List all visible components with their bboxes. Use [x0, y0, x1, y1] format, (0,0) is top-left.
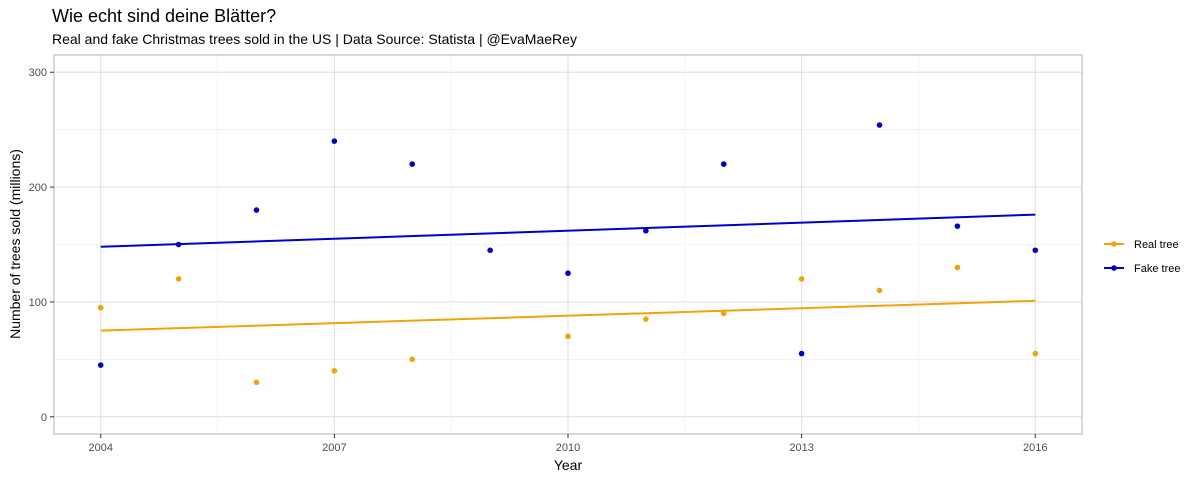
real-tree-point [798, 276, 805, 282]
legend-key-point [1111, 241, 1117, 247]
x-axis-title: Year [554, 457, 583, 473]
y-tick-label: 300 [29, 67, 47, 79]
legend-label: Fake tree [1134, 263, 1180, 275]
fake-tree-point [409, 161, 416, 167]
x-tick-label: 2004 [88, 442, 112, 454]
y-tick-label: 200 [29, 182, 47, 194]
data-points [97, 122, 1039, 386]
fake-tree-trend-line [100, 213, 1036, 248]
trend-lines [100, 213, 1036, 332]
legend-key-point [1111, 265, 1117, 271]
axes: 2004 2007 2010 2013 2016 0 100 200 300 [29, 67, 1048, 454]
x-tick-label: 2010 [556, 442, 580, 454]
fake-tree-point [954, 223, 961, 229]
y-tick-label: 0 [41, 412, 47, 424]
real-tree-point [97, 304, 104, 311]
fake-tree-point [720, 161, 727, 167]
legend-label: Real tree [1134, 239, 1179, 251]
legend-item-fake-tree: Fake tree [1104, 263, 1180, 275]
y-tick-label: 100 [29, 297, 47, 309]
y-axis-title: Number of trees sold (millions) [7, 149, 23, 339]
real-tree-point [253, 379, 260, 386]
legend: Real tree Fake tree [1104, 239, 1180, 275]
grid [54, 55, 1082, 434]
real-tree-point [954, 264, 961, 271]
real-tree-point [876, 287, 883, 294]
fake-tree-point [1032, 247, 1039, 254]
fake-tree-point [253, 207, 260, 213]
fake-tree-point [565, 270, 571, 277]
real-tree-point [175, 276, 182, 282]
fake-tree-point [175, 241, 182, 248]
fake-tree-point [487, 247, 493, 254]
real-tree-point [1032, 350, 1039, 357]
chart-subtitle: Real and fake Christmas trees sold in th… [52, 31, 577, 47]
real-tree-point [331, 368, 338, 374]
x-tick-label: 2007 [322, 442, 346, 454]
x-tick-label: 2013 [789, 442, 813, 454]
real-tree-point [409, 356, 416, 363]
real-tree-point [720, 310, 727, 317]
fake-tree-point [643, 227, 649, 234]
chart-title: Wie echt sind deine Blätter? [52, 6, 277, 26]
real-tree-point [643, 316, 649, 322]
fake-tree-point [876, 122, 883, 128]
legend-item-real-tree: Real tree [1104, 239, 1179, 251]
fake-tree-point [798, 350, 805, 357]
real-tree-trend-line [100, 299, 1036, 332]
fake-tree-point [97, 362, 104, 368]
fake-tree-point [331, 138, 338, 144]
x-tick-label: 2016 [1023, 442, 1047, 454]
real-tree-point [565, 333, 571, 340]
